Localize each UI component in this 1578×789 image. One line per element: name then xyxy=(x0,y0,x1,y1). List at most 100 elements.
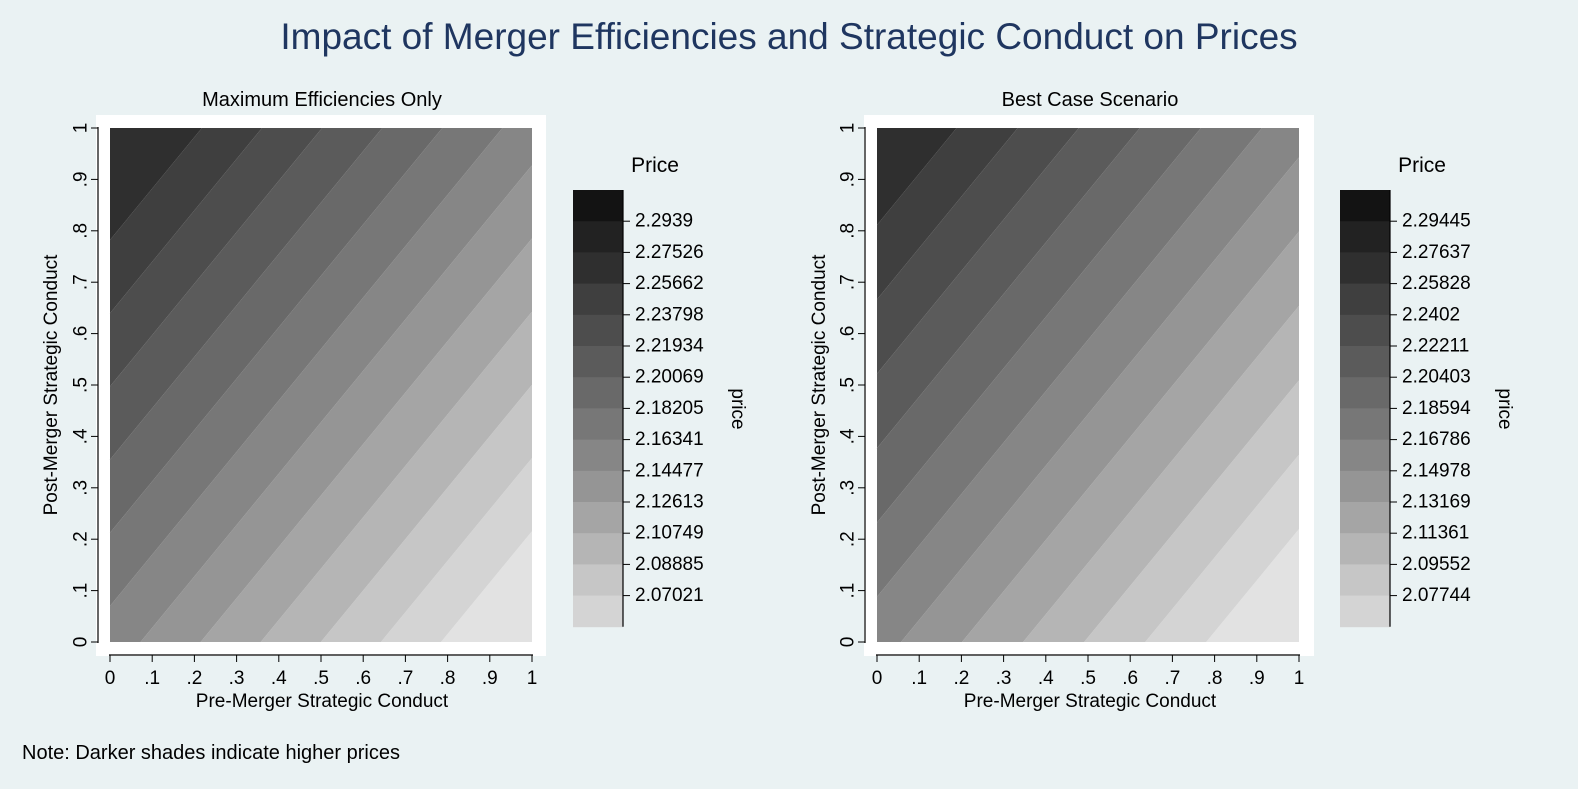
x-tick-label: .9 xyxy=(482,668,498,689)
legend-level-label: 2.09552 xyxy=(1402,554,1471,575)
legend-level-label: 2.07021 xyxy=(635,585,704,606)
contour-band xyxy=(110,128,202,240)
legend-level-label: 2.11361 xyxy=(1402,523,1469,544)
legend-swatch xyxy=(1340,283,1390,316)
x-tick-label: .8 xyxy=(440,668,456,689)
legend-level-label: 2.18205 xyxy=(635,398,704,419)
contour-band xyxy=(110,128,323,387)
y-tick-label: .4 xyxy=(71,428,92,444)
legend-level-label: 2.27526 xyxy=(635,242,704,263)
legend-level-label: 2.22211 xyxy=(1402,336,1469,357)
legend-swatch xyxy=(573,377,623,409)
axes: 0 .1 .2 .3 .4 .5 .6 .7 .8 .9 1 0 .1 .2 .3 .4 .5 .6 .7 .8 .9 1 xyxy=(71,123,538,689)
y-tick-label: .2 xyxy=(838,531,859,547)
y-tick-label: .9 xyxy=(71,171,92,187)
x-tick-label: .5 xyxy=(313,668,329,689)
y-tick-label: .8 xyxy=(71,223,92,239)
legend-z-label: price xyxy=(727,388,748,429)
y-tick-label: 0 xyxy=(838,637,859,648)
contour-band xyxy=(110,128,383,460)
x-tick-label: .4 xyxy=(271,668,287,689)
x-tick-label: .7 xyxy=(397,668,413,689)
contour-bands xyxy=(877,128,1299,642)
contour-band xyxy=(877,128,1262,597)
x-tick-label: .6 xyxy=(355,668,371,689)
legend-swatch xyxy=(1340,533,1390,565)
legend-swatch xyxy=(1340,408,1390,440)
legend-level-label: 2.13169 xyxy=(1402,492,1471,513)
footnote: Note: Darker shades indicate higher pric… xyxy=(22,742,400,764)
x-tick-label: .2 xyxy=(186,668,202,689)
contour-band xyxy=(380,458,532,642)
contour-band xyxy=(877,128,1201,523)
legend-swatch xyxy=(573,314,623,347)
x-tick-label: 0 xyxy=(105,668,116,689)
contour-band xyxy=(260,311,532,642)
legend-level-label: 2.14978 xyxy=(1402,460,1471,481)
contour-band xyxy=(877,128,1299,642)
x-tick-label: 1 xyxy=(527,668,538,689)
contour-bands xyxy=(110,128,532,642)
legend-level-label: 2.16341 xyxy=(635,429,704,450)
legend-z-label: price xyxy=(1494,388,1515,429)
legend-level-label: 2.12613 xyxy=(635,492,704,513)
y-tick-label: .6 xyxy=(71,326,92,342)
contour-band xyxy=(110,128,443,533)
contour-band xyxy=(877,128,957,225)
legend-level-label: 2.20069 xyxy=(635,367,704,388)
legend-swatch xyxy=(573,346,623,378)
x-axis-label: Pre-Merger Strategic Conduct xyxy=(964,691,1217,712)
legend-level-label: 2.27637 xyxy=(1402,242,1471,263)
y-axis-label: Post-Merger Strategic Conduct xyxy=(809,254,830,516)
legend-swatch xyxy=(1340,252,1390,284)
y-tick-label: .3 xyxy=(838,480,859,496)
x-tick-label: .8 xyxy=(1207,668,1223,689)
legend-level-label: 2.14477 xyxy=(635,460,704,481)
x-tick-label: .4 xyxy=(1038,668,1054,689)
legend-level-label: 2.18594 xyxy=(1402,398,1471,419)
x-tick-label: 1 xyxy=(1294,668,1305,689)
y-tick-label: .5 xyxy=(71,377,92,393)
x-axis-label: Pre-Merger Strategic Conduct xyxy=(196,691,449,712)
legend-swatch xyxy=(573,252,623,284)
contour-band xyxy=(877,128,1140,449)
legend-swatch xyxy=(573,190,623,222)
legend-swatch xyxy=(573,283,623,316)
contour-band xyxy=(877,128,1018,300)
legend-swatch xyxy=(1340,439,1390,472)
legend-level-label: 2.23798 xyxy=(635,304,704,325)
legend-swatch xyxy=(1340,221,1390,253)
main-title: Impact of Merger Efficiencies and Strate… xyxy=(280,16,1298,57)
legend-level-label: 2.2939 xyxy=(635,211,693,232)
legend-level-label: 2.21934 xyxy=(635,336,704,357)
panel-subtitle: Maximum Efficiencies Only xyxy=(202,89,442,111)
legend-level-label: 2.16786 xyxy=(1402,429,1471,450)
contour-band xyxy=(110,128,262,314)
legend-swatch xyxy=(1340,377,1390,409)
x-tick-label: .5 xyxy=(1080,668,1096,689)
panel-max-efficiencies: Maximum Efficiencies Only 0 .1 .2 .3 .4 .5 .6.… xyxy=(41,89,748,712)
y-tick-label: .7 xyxy=(71,274,92,290)
contour-band xyxy=(110,128,532,642)
y-tick-label: .7 xyxy=(838,274,859,290)
x-tick-label: .7 xyxy=(1164,668,1180,689)
y-tick-label: 1 xyxy=(838,123,859,134)
legend-swatch xyxy=(573,595,623,628)
contour-band xyxy=(1145,454,1299,642)
y-tick-label: .6 xyxy=(838,326,859,342)
legend-level-label: 2.25828 xyxy=(1402,273,1471,294)
legend-swatch xyxy=(1340,502,1390,534)
legend-level-label: 2.2402 xyxy=(1402,304,1460,325)
legend-title: Price xyxy=(631,154,679,177)
legend-swatch xyxy=(1340,595,1390,628)
y-tick-label: .2 xyxy=(71,531,92,547)
x-tick-label: .3 xyxy=(996,668,1012,689)
axes: 0 .1 .2 .3 .4 .5 .6 .7 .8 .9 1 0 .1 .2 .3 .4 .5 .6 .7 .8 .9 1 xyxy=(838,123,1305,689)
x-tick-label: .1 xyxy=(911,668,927,689)
legend-swatch xyxy=(573,439,623,472)
x-tick-label: .9 xyxy=(1249,668,1265,689)
x-tick-label: 0 xyxy=(872,668,883,689)
legend-swatch xyxy=(573,470,623,503)
contour-band xyxy=(1084,380,1299,642)
